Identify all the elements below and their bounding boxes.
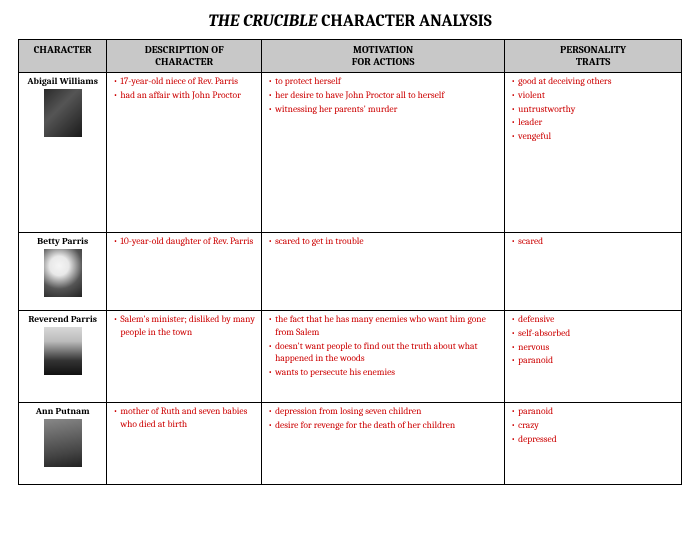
- bullet-list: paranoidcrazydepressed: [510, 406, 676, 446]
- bullet-item: doesn't want people to find out the trut…: [267, 341, 499, 367]
- motivation-cell: depression from losing seven childrendes…: [262, 403, 505, 485]
- bullet-list: mother of Ruth and seven babies who died…: [112, 406, 256, 432]
- table-header-row: CHARACTER DESCRIPTION OF CHARACTER MOTIV…: [19, 40, 682, 73]
- col-header-description: DESCRIPTION OF CHARACTER: [107, 40, 262, 73]
- traits-cell: good at deceiving othersviolentuntrustwo…: [505, 73, 682, 233]
- bullet-item: depression from losing seven children: [267, 406, 499, 419]
- bullet-list: scared: [510, 236, 676, 249]
- bullet-item: leader: [510, 117, 676, 130]
- bullet-item: paranoid: [510, 355, 676, 368]
- bullet-list: to protect herselfher desire to have Joh…: [267, 76, 499, 116]
- bullet-item: paranoid: [510, 406, 676, 419]
- traits-cell: paranoidcrazydepressed: [505, 403, 682, 485]
- table-row: Reverend Parris Salem's minister; dislike…: [19, 311, 682, 403]
- bullet-item: 17-year-old niece of Rev. Parris: [112, 76, 256, 89]
- character-analysis-table: CHARACTER DESCRIPTION OF CHARACTER MOTIV…: [18, 39, 682, 485]
- bullet-item: good at deceiving others: [510, 76, 676, 89]
- bullet-item: defensive: [510, 314, 676, 327]
- bullet-list: 10-year-old daughter of Rev. Parris: [112, 236, 256, 249]
- motivation-cell: the fact that he has many enemies who wa…: [262, 311, 505, 403]
- bullet-item: Salem's minister; disliked by many peopl…: [112, 314, 256, 340]
- description-cell: mother of Ruth and seven babies who died…: [107, 403, 262, 485]
- bullet-item: crazy: [510, 420, 676, 433]
- title-rest-part: CHARACTER ANALYSIS: [317, 12, 491, 31]
- character-cell: Abigail Williams: [19, 73, 107, 233]
- bullet-list: the fact that he has many enemies who wa…: [267, 314, 499, 380]
- col-header-traits: PERSONALITY TRAITS: [505, 40, 682, 73]
- description-cell: 10-year-old daughter of Rev. Parris: [107, 233, 262, 311]
- character-portrait: [44, 419, 82, 467]
- traits-cell: defensiveself-absorbednervousparanoid: [505, 311, 682, 403]
- col-header-motivation: MOTIVATION FOR ACTIONS: [262, 40, 505, 73]
- title-italic-part: THE CRUCIBLE: [208, 12, 317, 31]
- motivation-cell: scared to get in trouble: [262, 233, 505, 311]
- bullet-item: scared to get in trouble: [267, 236, 499, 249]
- bullet-list: Salem's minister; disliked by many peopl…: [112, 314, 256, 340]
- character-name: Betty Parris: [24, 236, 101, 247]
- description-cell: Salem's minister; disliked by many peopl…: [107, 311, 262, 403]
- bullet-item: desire for revenge for the death of her …: [267, 420, 499, 433]
- character-name: Reverend Parris: [24, 314, 101, 325]
- character-cell: Betty Parris: [19, 233, 107, 311]
- table-row: Ann Putnam mother of Ruth and seven babie…: [19, 403, 682, 485]
- bullet-list: good at deceiving othersviolentuntrustwo…: [510, 76, 676, 144]
- bullet-list: defensiveself-absorbednervousparanoid: [510, 314, 676, 368]
- bullet-item: depressed: [510, 434, 676, 447]
- description-cell: 17-year-old niece of Rev. Parrishad an a…: [107, 73, 262, 233]
- traits-cell: scared: [505, 233, 682, 311]
- bullet-list: depression from losing seven childrendes…: [267, 406, 499, 433]
- bullet-list: scared to get in trouble: [267, 236, 499, 249]
- character-name: Ann Putnam: [24, 406, 101, 417]
- table-row: Abigail Williams 17-year-old niece of Rev…: [19, 73, 682, 233]
- bullet-item: nervous: [510, 342, 676, 355]
- table-row: Betty Parris 10-year-old daughter of Rev.…: [19, 233, 682, 311]
- bullet-item: self-absorbed: [510, 328, 676, 341]
- bullet-item: mother of Ruth and seven babies who died…: [112, 406, 256, 432]
- bullet-item: her desire to have John Proctor all to h…: [267, 90, 499, 103]
- motivation-cell: to protect herselfher desire to have Joh…: [262, 73, 505, 233]
- bullet-item: scared: [510, 236, 676, 249]
- character-portrait: [44, 249, 82, 297]
- bullet-item: to protect herself: [267, 76, 499, 89]
- character-name: Abigail Williams: [24, 76, 101, 87]
- bullet-item: wants to persecute his enemies: [267, 367, 499, 380]
- bullet-item: untrustworthy: [510, 104, 676, 117]
- table-body: Abigail Williams 17-year-old niece of Rev…: [19, 73, 682, 485]
- character-portrait: [44, 89, 82, 137]
- character-portrait: [44, 327, 82, 375]
- bullet-item: violent: [510, 90, 676, 103]
- bullet-item: the fact that he has many enemies who wa…: [267, 314, 499, 340]
- character-cell: Reverend Parris: [19, 311, 107, 403]
- bullet-list: 17-year-old niece of Rev. Parrishad an a…: [112, 76, 256, 103]
- character-cell: Ann Putnam: [19, 403, 107, 485]
- bullet-item: vengeful: [510, 131, 676, 144]
- col-header-character: CHARACTER: [19, 40, 107, 73]
- bullet-item: 10-year-old daughter of Rev. Parris: [112, 236, 256, 249]
- page-title: THE CRUCIBLE CHARACTER ANALYSIS: [18, 12, 682, 31]
- bullet-item: had an affair with John Proctor: [112, 90, 256, 103]
- bullet-item: witnessing her parents' murder: [267, 104, 499, 117]
